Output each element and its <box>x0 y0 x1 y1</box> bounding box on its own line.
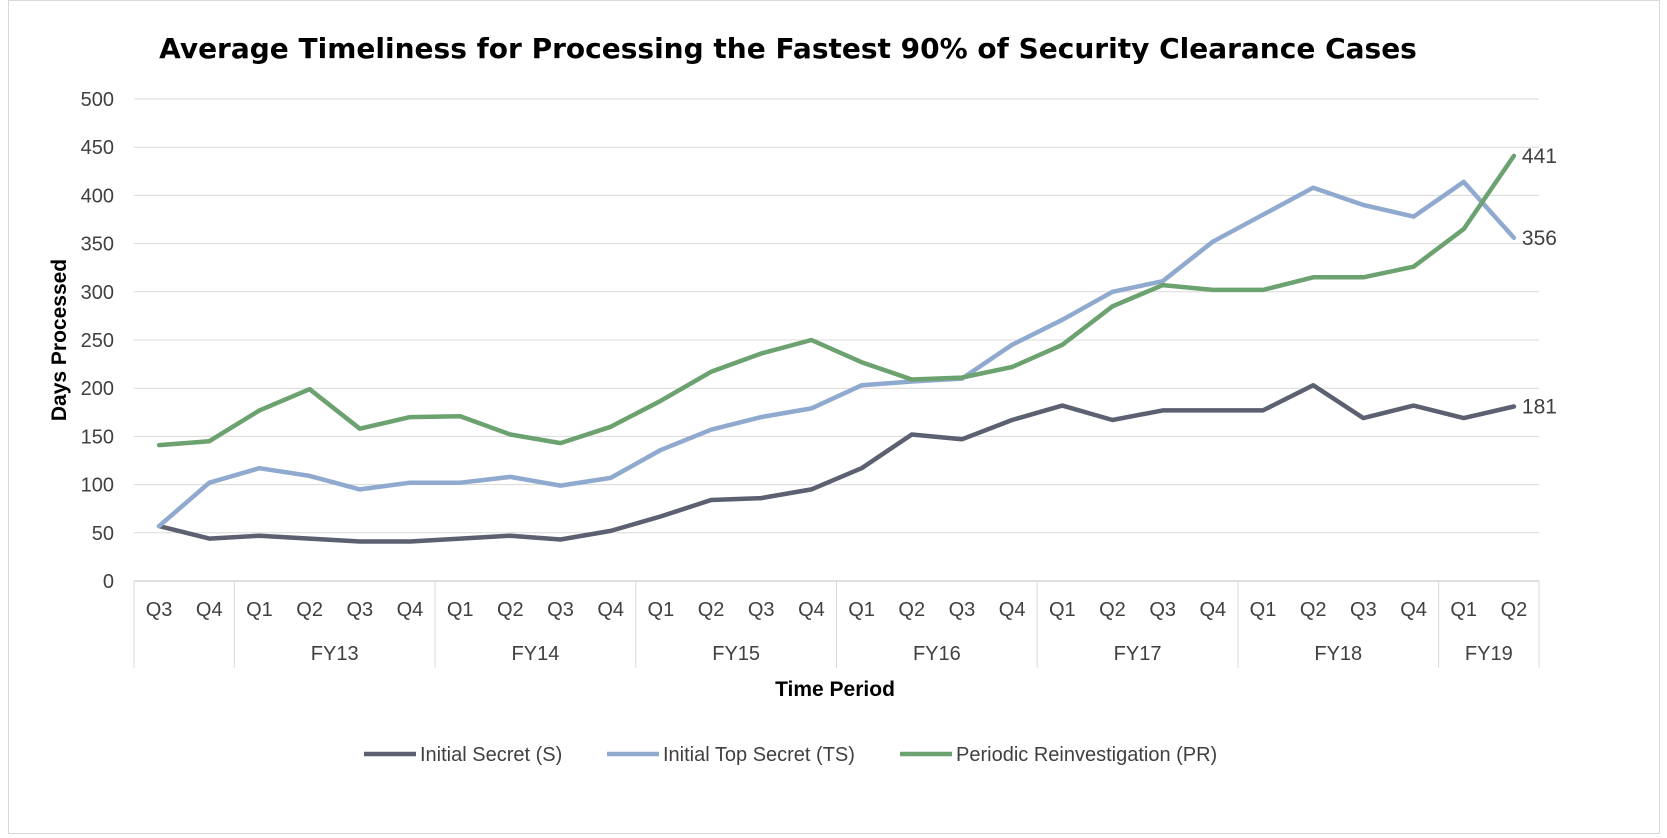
x-tick-label: Q3 <box>949 599 976 621</box>
x-tick-label: Q3 <box>146 599 173 621</box>
x-tick-label: Q4 <box>196 599 223 621</box>
y-tick-label: 0 <box>103 571 114 593</box>
x-tick-label: Q2 <box>497 599 524 621</box>
y-tick-label: 450 <box>81 137 114 159</box>
end-labels: 181 356 441 <box>1522 145 1557 419</box>
series-line-1 <box>156 383 1517 544</box>
series-end-label: 356 <box>1522 227 1557 250</box>
legend-label: Initial Top Secret (TS) <box>663 744 855 766</box>
chart-frame: Average Timeliness for Processing the Fa… <box>8 0 1660 834</box>
x-tick-label: Q4 <box>999 599 1026 621</box>
x-tick-label: Q3 <box>1350 599 1377 621</box>
x-group-label: FY16 <box>913 643 961 665</box>
y-tick-label: 50 <box>92 523 114 545</box>
x-tick-label: Q2 <box>898 599 925 621</box>
y-tick-label: 400 <box>81 185 114 207</box>
x-tick-label: Q1 <box>1250 599 1277 621</box>
x-tick-label: Q3 <box>346 599 373 621</box>
legend: Initial Secret (S) Initial Top Secret (TS… <box>364 744 1217 766</box>
x-tick-label: Q2 <box>1501 599 1528 621</box>
x-tick-label: Q2 <box>698 599 725 621</box>
chart-title: Average Timeliness for Processing the Fa… <box>159 32 1417 65</box>
x-group-label: FY19 <box>1465 643 1513 665</box>
y-tick-label: 200 <box>81 378 114 400</box>
x-tick-label: Q4 <box>1199 599 1226 621</box>
x-tick-label: Q4 <box>1400 599 1427 621</box>
series-end-label: 181 <box>1522 396 1557 419</box>
x-group-label: FY18 <box>1314 643 1362 665</box>
y-tick-label: 300 <box>81 282 114 304</box>
y-tick-label: 100 <box>81 475 114 497</box>
x-tick-label: Q4 <box>597 599 624 621</box>
x-tick-label: Q1 <box>447 599 474 621</box>
x-tick-label: Q1 <box>1049 599 1076 621</box>
x-tick-label: Q3 <box>748 599 775 621</box>
series-lines <box>156 153 1517 544</box>
legend-label: Periodic Reinvestigation (PR) <box>956 744 1217 766</box>
y-axis: 0 50 100 150 200 250 300 350 400 450 500 <box>81 89 114 593</box>
x-tick-label: Q4 <box>397 599 424 621</box>
x-axis: Q3 Q4 Q1 Q2 Q3 Q4 Q1 Q2 Q3 Q4 Q1 Q2 Q3 Q4 Q1 Q2 Q3 Q4 Q1 Q2… <box>133 581 1540 668</box>
x-group-label: FY13 <box>311 643 359 665</box>
x-tick-label: Q3 <box>1149 599 1176 621</box>
x-axis-title: Time Period <box>775 678 895 701</box>
legend-label: Initial Secret (S) <box>420 744 562 766</box>
x-group-label: FY15 <box>712 643 760 665</box>
y-tick-label: 250 <box>81 330 114 352</box>
line-chart: Average Timeliness for Processing the Fa… <box>48 32 1557 766</box>
x-tick-label: Q3 <box>547 599 574 621</box>
y-tick-label: 350 <box>81 234 114 256</box>
y-tick-label: 500 <box>81 89 114 111</box>
x-tick-label: Q2 <box>1300 599 1327 621</box>
series-line-2 <box>156 179 1517 529</box>
x-tick-label: Q1 <box>1450 599 1477 621</box>
x-group-label: FY17 <box>1114 643 1162 665</box>
series-line-3 <box>156 153 1517 448</box>
y-tick-label: 150 <box>81 426 114 448</box>
x-tick-label: Q2 <box>296 599 323 621</box>
y-axis-title: Days Processed <box>48 259 71 421</box>
series-end-label: 441 <box>1522 145 1557 168</box>
x-tick-label: Q1 <box>648 599 675 621</box>
x-tick-label: Q4 <box>798 599 825 621</box>
x-tick-label: Q1 <box>246 599 273 621</box>
gridlines <box>134 98 1539 582</box>
x-tick-label: Q2 <box>1099 599 1126 621</box>
x-tick-label: Q1 <box>848 599 875 621</box>
x-group-label: FY14 <box>512 643 560 665</box>
